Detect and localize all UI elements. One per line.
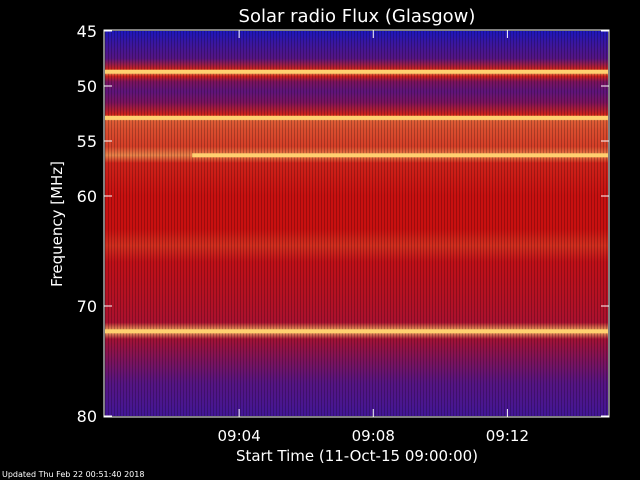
bright-line-0 xyxy=(105,69,608,74)
x-tick-label: 09:04 xyxy=(218,427,261,445)
spectrogram-streaks xyxy=(105,31,608,416)
chart-title: Solar radio Flux (Glasgow) xyxy=(239,6,476,27)
plot-border xyxy=(103,29,610,418)
y-tick-label: 50 xyxy=(77,77,97,96)
y-tick-label: 55 xyxy=(77,132,97,151)
y-axis-ticks: 45 50 55 60 70 80 xyxy=(77,22,609,426)
y-tick-label: 80 xyxy=(77,407,97,426)
y-axis-label: Frequency [MHz] xyxy=(48,161,66,287)
x-axis-label: Start Time (11-Oct-15 09:00:00) xyxy=(236,447,478,465)
bright-line-1 xyxy=(105,115,608,120)
x-tick-label: 09:12 xyxy=(486,427,529,445)
updated-timestamp: Updated Thu Feb 22 00:51:40 2018 xyxy=(2,470,145,479)
bright-line-3 xyxy=(105,329,608,334)
x-axis-ticks: 09:04 09:08 09:12 xyxy=(218,30,529,445)
plot-area xyxy=(103,29,610,418)
y-tick-label: 70 xyxy=(77,297,97,316)
bright-line-2 xyxy=(192,153,609,158)
x-tick-label: 09:08 xyxy=(352,427,395,445)
y-tick-label: 60 xyxy=(77,187,97,206)
bright-lines xyxy=(105,69,609,334)
y-tick-label: 45 xyxy=(77,22,97,41)
